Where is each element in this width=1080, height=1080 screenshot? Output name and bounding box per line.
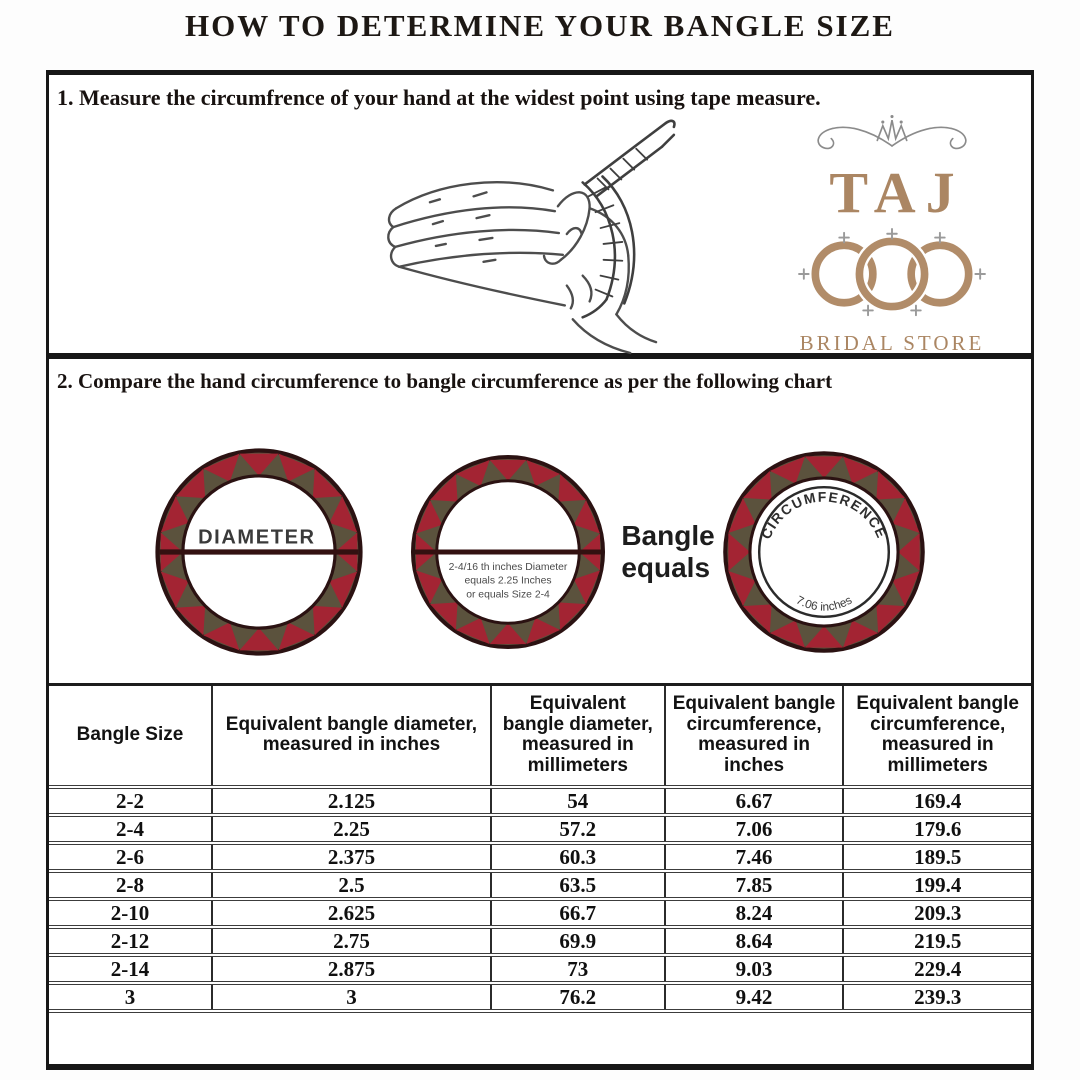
column-header: Bangle Size	[49, 684, 212, 789]
table-cell: 9.03	[663, 954, 844, 985]
bangle-equals-label: Bangle equals	[621, 519, 715, 583]
table-row: 2-6 2.375 60.3 7.46 189.5	[49, 842, 1031, 873]
table-cell: 2-14	[49, 954, 212, 985]
table-cell: 189.5	[842, 842, 1031, 873]
bangle-note-text: 2-4/16 th inches Diameter equals 2.25 In…	[449, 562, 568, 601]
table-row: 2-12 2.75 69.9 8.64 219.5	[49, 926, 1031, 957]
table-cell: 179.6	[842, 814, 1031, 845]
table-cell: 169.4	[842, 786, 1031, 817]
table-cell: 219.5	[842, 926, 1031, 957]
step1-heading: 1. Measure the circumfrence of your hand…	[57, 85, 821, 110]
step1-section: 1. Measure the circumfrence of your hand…	[46, 70, 1034, 356]
table-cell: 2-4	[49, 814, 212, 845]
diameter-label: DIAMETER	[198, 527, 316, 549]
table-cell: 3	[49, 982, 212, 1013]
table-cell: 2-12	[49, 926, 212, 957]
step2-heading: 2. Compare the hand circumference to ban…	[57, 369, 833, 393]
table-row: 2-4 2.25 57.2 7.06 179.6	[49, 814, 1031, 845]
table-cell: 63.5	[489, 870, 665, 901]
table-cell: 239.3	[842, 982, 1031, 1013]
table-cell: 199.4	[842, 870, 1031, 901]
table-cell: 209.3	[842, 898, 1031, 929]
table-cell: 7.06	[663, 814, 844, 845]
svg-text:equals 2.25 Inches: equals 2.25 Inches	[465, 576, 552, 587]
table-row: 2-8 2.5 63.5 7.85 199.4	[49, 870, 1031, 901]
hand-tape-sketch	[387, 119, 676, 355]
table-cell: 2.375	[211, 842, 491, 873]
circumference-value: 7.06 inches	[793, 593, 853, 614]
logo-brand-text: TAJ	[829, 160, 965, 225]
table-cell: 54	[489, 786, 665, 817]
table-cell: 2.75	[211, 926, 491, 957]
table-cell: 6.67	[663, 786, 844, 817]
table-cell: 76.2	[489, 982, 665, 1013]
column-header: Equivalent bangle circumference, measure…	[842, 684, 1031, 789]
table-cell: 229.4	[842, 954, 1031, 985]
logo-rings-icon	[798, 228, 986, 317]
table-cell: 9.42	[663, 982, 844, 1013]
store-logo: TAJ BRIDAL STORE	[777, 111, 1007, 356]
table-cell: 66.7	[489, 898, 665, 929]
bangle-size-note-illustration: 2-4/16 th inches Diameter equals 2.25 In…	[411, 454, 606, 650]
svg-text:or equals Size 2-4: or equals Size 2-4	[467, 590, 551, 601]
table-cell: 2-10	[49, 898, 212, 929]
table-cell: 2.5	[211, 870, 491, 901]
bangle-size-table: Bangle Size Equivalent bangle diameter, m…	[49, 683, 1031, 1013]
table-cell: 60.3	[489, 842, 665, 873]
table-cell: 3	[211, 982, 491, 1013]
column-header: Equivalent bangle circumference, measure…	[663, 684, 844, 789]
svg-text:2-4/16 th inches Diameter: 2-4/16 th inches Diameter	[449, 562, 568, 573]
table-cell: 2-2	[49, 786, 212, 817]
table-cell: 57.2	[489, 814, 665, 845]
table-cell: 2.875	[211, 954, 491, 985]
table-cell: 69.9	[489, 926, 665, 957]
table-cell: 8.64	[663, 926, 844, 957]
table-cell: 2.625	[211, 898, 491, 929]
table-row: 2-2 2.125 54 6.67 169.4	[49, 786, 1031, 817]
page-title: HOW TO DETERMINE YOUR BANGLE SIZE	[185, 8, 895, 43]
bangle-diagram-row: DIAMETER 2-4/16 th inches Diameter equal…	[49, 437, 1031, 667]
column-header: Equivalent bangle diameter, measured in …	[211, 684, 491, 789]
column-header: Equivalent bangle diameter, measured in …	[489, 684, 665, 789]
bangle-diameter-illustration: DIAMETER	[155, 448, 363, 656]
logo-subtitle: BRIDAL STORE	[799, 331, 985, 355]
table-cell: 2-8	[49, 870, 212, 901]
sparkle-icons	[798, 228, 986, 317]
step2-section: 2. Compare the hand circumference to ban…	[46, 356, 1034, 1070]
logo-flourish-icon	[817, 114, 967, 150]
table-cell: 7.85	[663, 870, 844, 901]
table-row: 2-14 2.875 73 9.03 229.4	[49, 954, 1031, 985]
table-cell: 8.24	[663, 898, 844, 929]
table-cell: 2-6	[49, 842, 212, 873]
table-cell: 2.25	[211, 814, 491, 845]
inner-circumference-circle	[757, 485, 890, 619]
hand-measure-illustration	[333, 117, 753, 355]
table-row: 2-10 2.625 66.7 8.24 209.3	[49, 898, 1031, 929]
tape-measure	[581, 119, 676, 319]
table-cell: 2.125	[211, 786, 491, 817]
table-cell: 7.46	[663, 842, 844, 873]
bangle-circumference-illustration: CIRCUMFERENCE 7.06 inches	[722, 451, 925, 653]
table-cell: 73	[489, 954, 665, 985]
table-row: 3 3 76.2 9.42 239.3	[49, 982, 1031, 1013]
table-header-row: Bangle Size Equivalent bangle diameter, m…	[49, 684, 1031, 789]
